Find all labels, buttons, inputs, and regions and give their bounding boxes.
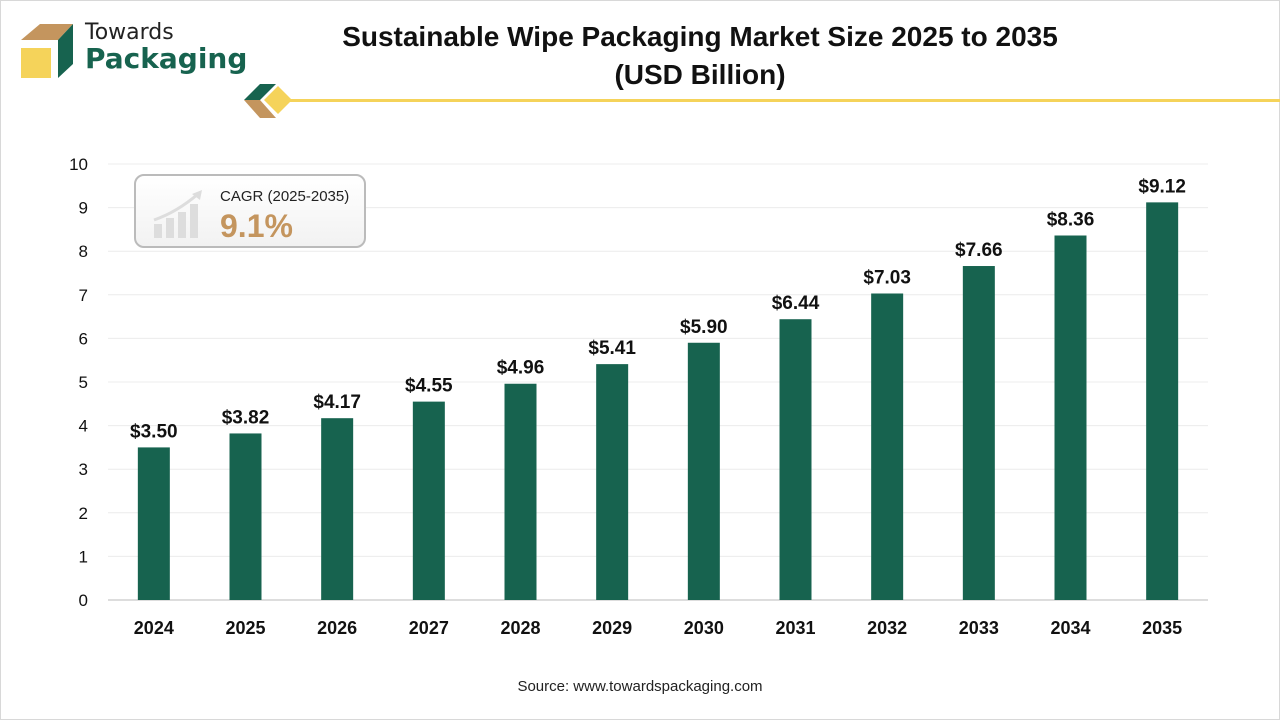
title-underline-decoration bbox=[244, 84, 1280, 118]
y-tick-label: 5 bbox=[79, 373, 88, 392]
bar bbox=[504, 383, 537, 600]
y-tick-label: 4 bbox=[79, 417, 88, 436]
bar bbox=[137, 447, 170, 600]
data-label: $9.12 bbox=[1138, 176, 1186, 197]
data-label: $4.55 bbox=[405, 376, 453, 397]
y-tick-label: 1 bbox=[79, 547, 88, 566]
x-tick-label: 2027 bbox=[409, 618, 449, 638]
y-tick-label: 0 bbox=[79, 591, 88, 610]
title-line1: Sustainable Wipe Packaging Market Size 2… bbox=[342, 21, 1058, 52]
x-tick-label: 2030 bbox=[684, 618, 724, 638]
bar bbox=[596, 364, 629, 600]
data-label: $4.17 bbox=[313, 392, 361, 413]
source-note: Source: www.towardspackaging.com bbox=[517, 678, 763, 695]
bar bbox=[1146, 202, 1179, 601]
chart-title: Sustainable Wipe Packaging Market Size 2… bbox=[300, 18, 1100, 94]
data-label: $7.66 bbox=[955, 240, 1003, 261]
y-tick-label: 3 bbox=[79, 460, 88, 479]
y-tick-label: 7 bbox=[79, 286, 88, 305]
x-tick-label: 2026 bbox=[317, 618, 357, 638]
data-label: $3.82 bbox=[222, 407, 270, 428]
cagr-value: 9.1% bbox=[220, 208, 293, 244]
bar bbox=[687, 342, 720, 600]
cagr-box: CAGR (2025-2035) 9.1% bbox=[134, 174, 366, 248]
bar bbox=[229, 433, 262, 600]
x-tick-label: 2024 bbox=[134, 618, 174, 638]
bar bbox=[962, 266, 995, 600]
logo-text-line2: Packaging bbox=[85, 42, 248, 75]
data-label: $7.03 bbox=[863, 267, 911, 288]
y-tick-label: 10 bbox=[69, 155, 88, 174]
data-label: $3.50 bbox=[130, 421, 178, 442]
logo-text-line1: Towards bbox=[85, 20, 174, 45]
bar bbox=[779, 319, 812, 600]
logo-icon bbox=[21, 24, 73, 78]
growth-chart-icon bbox=[153, 190, 202, 238]
cagr-label: CAGR (2025-2035) bbox=[220, 188, 350, 205]
x-tick-label: 2031 bbox=[775, 618, 815, 638]
bar bbox=[412, 401, 445, 600]
y-tick-label: 8 bbox=[79, 242, 88, 261]
bar bbox=[321, 418, 354, 600]
x-tick-label: 2025 bbox=[225, 618, 265, 638]
data-label: $4.96 bbox=[497, 358, 545, 379]
x-tick-label: 2029 bbox=[592, 618, 632, 638]
y-tick-label: 2 bbox=[79, 504, 88, 523]
data-label: $5.90 bbox=[680, 317, 728, 338]
x-tick-label: 2028 bbox=[500, 618, 540, 638]
bar bbox=[1054, 235, 1087, 600]
y-tick-label: 9 bbox=[79, 199, 88, 218]
x-tick-label: 2033 bbox=[959, 618, 999, 638]
title-line2: (USD Billion) bbox=[614, 59, 786, 90]
y-tick-label: 6 bbox=[79, 329, 88, 348]
x-tick-label: 2034 bbox=[1050, 618, 1090, 638]
x-tick-label: 2032 bbox=[867, 618, 907, 638]
data-label: $5.41 bbox=[588, 338, 636, 359]
data-label: $6.44 bbox=[772, 293, 820, 314]
data-label: $8.36 bbox=[1047, 210, 1095, 231]
bar bbox=[871, 293, 904, 600]
x-tick-label: 2035 bbox=[1142, 618, 1182, 638]
